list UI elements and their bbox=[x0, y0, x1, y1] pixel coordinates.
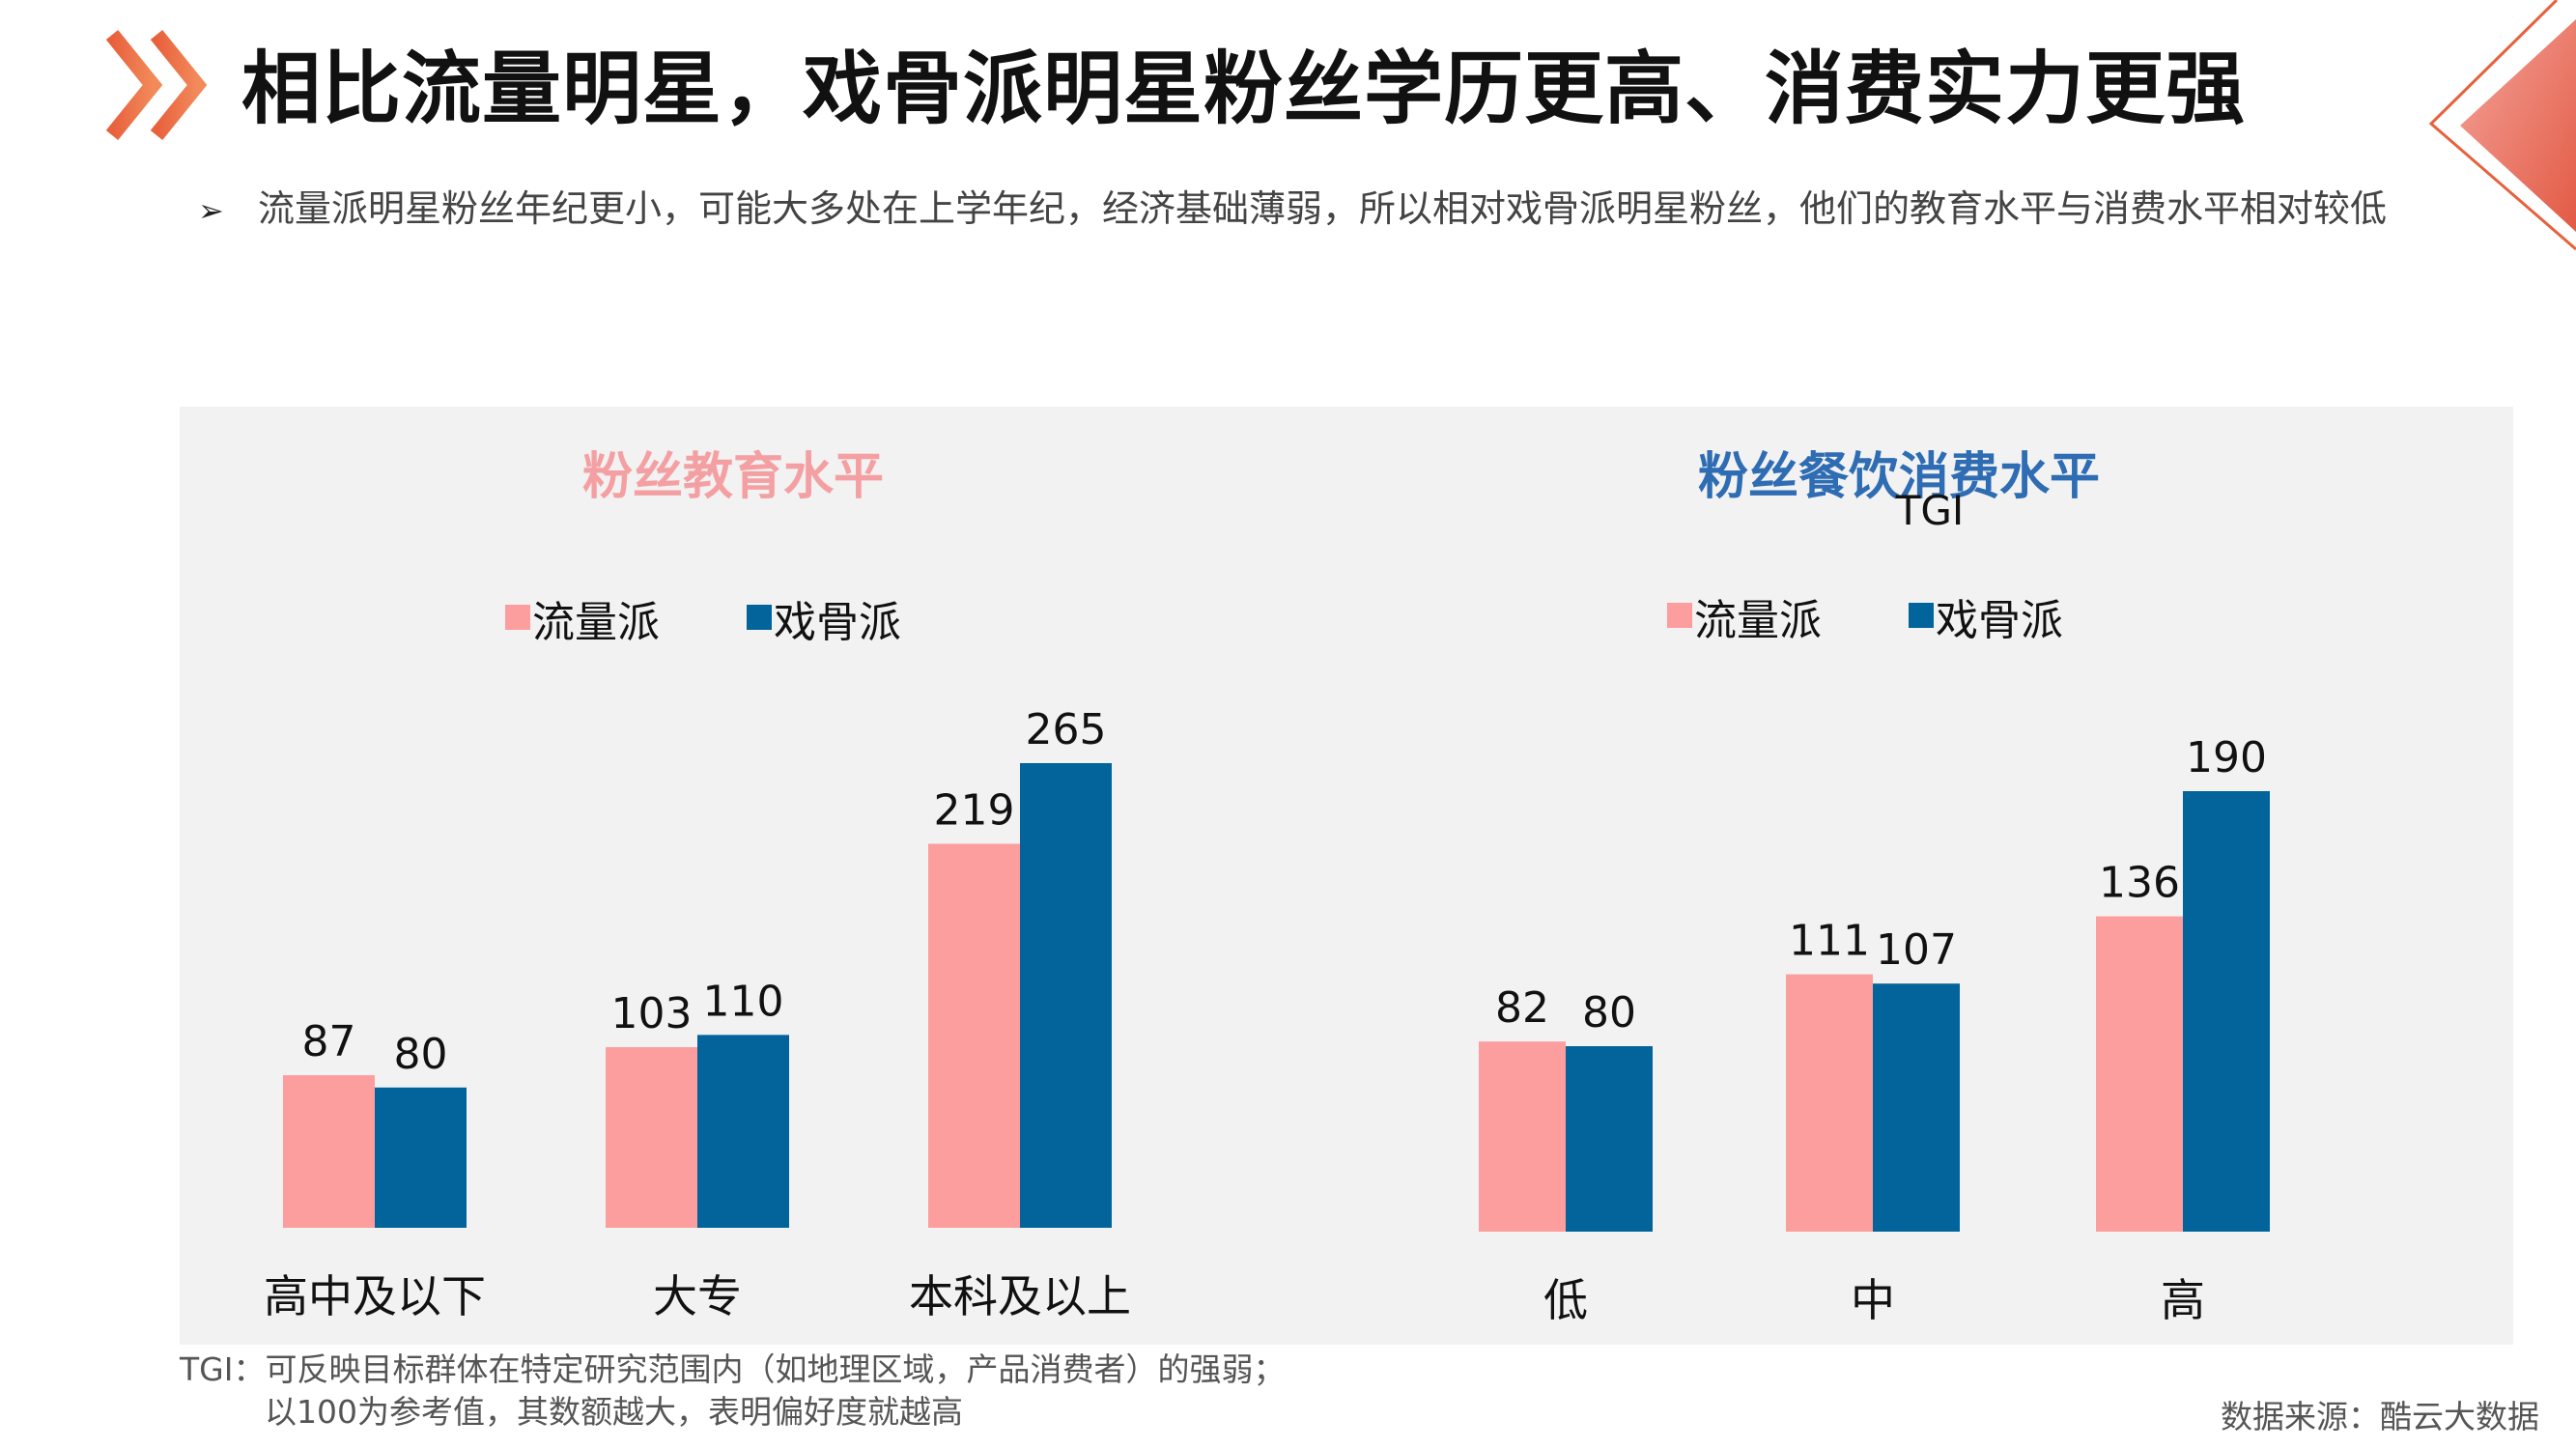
category-label: 中 bbox=[1851, 1274, 1895, 1326]
data-label: 107 bbox=[1876, 925, 1957, 975]
data-label: 103 bbox=[611, 989, 693, 1038]
category-label: 高中及以下 bbox=[264, 1270, 486, 1322]
data-label: 190 bbox=[2186, 733, 2267, 782]
charts-panel: 粉丝教育水平流量派 戏骨派 87 80 高中及以下 103 110 大专 219 265 本科及以上… bbox=[180, 407, 2513, 1345]
tgi-note: TGI：可反映目标群体在特定研究范围内（如地理区域，产品消费者）的强弱； 以10… bbox=[180, 1349, 1285, 1434]
data-source: 数据来源：酷云大数据 bbox=[2221, 1398, 2539, 1435]
double-chevron-icon bbox=[106, 29, 208, 141]
chart-title: 粉丝教育水平 bbox=[582, 448, 884, 506]
category-label: 低 bbox=[1543, 1274, 1588, 1326]
bullet-arrow-icon: ➢ bbox=[198, 192, 224, 229]
bar bbox=[1020, 763, 1112, 1228]
legend-swatch bbox=[747, 605, 772, 630]
bar bbox=[606, 1047, 697, 1228]
data-label: 80 bbox=[394, 1030, 448, 1079]
data-label: 265 bbox=[1026, 705, 1107, 754]
subtitle-text: 流量派明星粉丝年纪更小，可能大多处在上学年纪，经济基础薄弱，所以相对戏骨派明星粉… bbox=[258, 187, 2388, 230]
legend-swatch bbox=[505, 605, 530, 630]
bar bbox=[1566, 1046, 1653, 1232]
bar bbox=[1873, 983, 1960, 1232]
category-label: 本科及以上 bbox=[909, 1270, 1131, 1322]
category-label: 大专 bbox=[653, 1270, 742, 1322]
bar bbox=[1479, 1041, 1566, 1232]
legend-label: 戏骨派 bbox=[774, 598, 901, 647]
legend-label: 流量派 bbox=[1694, 596, 1822, 645]
chart-title: 粉丝餐饮消费水平 bbox=[1698, 448, 2100, 506]
data-label: 136 bbox=[2099, 859, 2180, 908]
tgi-note-line2: 以100为参考值，其数额越大，表明偏好度就越高 bbox=[265, 1393, 963, 1431]
data-label: 110 bbox=[703, 977, 784, 1026]
bar bbox=[1786, 974, 1873, 1232]
legend-swatch bbox=[1909, 603, 1934, 628]
data-label: 82 bbox=[1495, 983, 1549, 1033]
bar bbox=[697, 1035, 789, 1228]
data-label: 111 bbox=[1789, 917, 1870, 966]
data-label: 80 bbox=[1582, 988, 1636, 1037]
bar bbox=[2096, 916, 2183, 1232]
category-label: 高 bbox=[2161, 1274, 2205, 1326]
legend-label: 流量派 bbox=[532, 598, 660, 647]
legend-label: 戏骨派 bbox=[1936, 596, 2063, 645]
tgi-label: TGI bbox=[1895, 487, 1965, 534]
page-title: 相比流量明星，戏骨派明星粉丝学历更高、消费实力更强 bbox=[241, 43, 2247, 135]
bar bbox=[928, 843, 1020, 1228]
subtitle: ➢ 流量派明星粉丝年纪更小，可能大多处在上学年纪，经济基础薄弱，所以相对戏骨派明星… bbox=[198, 182, 2387, 236]
bar bbox=[375, 1087, 467, 1228]
legend-swatch bbox=[1667, 603, 1692, 628]
bar bbox=[2183, 791, 2270, 1232]
corner-decoration-icon bbox=[2428, 0, 2576, 251]
data-label: 87 bbox=[302, 1017, 356, 1066]
data-label: 219 bbox=[934, 785, 1015, 835]
bar bbox=[283, 1075, 375, 1228]
tgi-note-line1: TGI：可反映目标群体在特定研究范围内（如地理区域，产品消费者）的强弱； bbox=[180, 1350, 1286, 1388]
